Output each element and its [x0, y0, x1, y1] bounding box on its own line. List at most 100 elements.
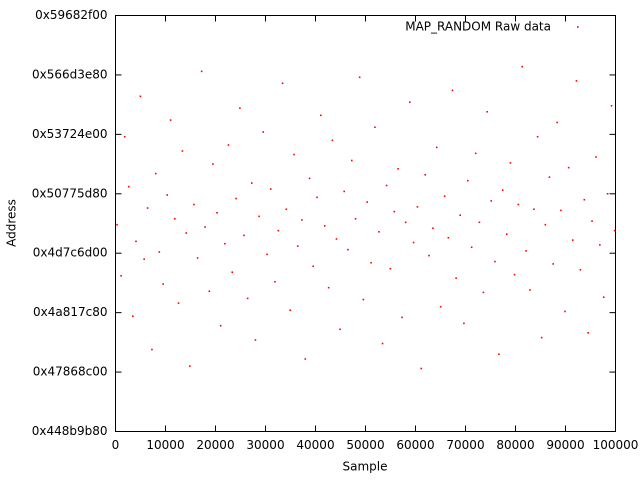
point [498, 353, 500, 356]
y-tick-label: 0x47868c00 [33, 365, 108, 379]
point [564, 310, 566, 313]
point [219, 324, 222, 327]
point [439, 305, 442, 308]
point [370, 261, 372, 264]
point [189, 365, 191, 367]
point [540, 336, 543, 339]
point [482, 291, 485, 294]
point [385, 184, 388, 187]
point [304, 358, 307, 360]
point [378, 231, 380, 233]
legend-marker [577, 26, 579, 28]
point [579, 269, 582, 271]
x-tick-label: 70000 [446, 438, 484, 452]
point [428, 254, 430, 257]
point [154, 172, 157, 175]
point [409, 101, 411, 104]
x-axis-label: Sample [343, 460, 388, 474]
point [139, 95, 142, 98]
point [443, 195, 446, 197]
point [274, 280, 276, 283]
point [424, 173, 426, 176]
point [358, 76, 361, 79]
point [486, 110, 488, 113]
point [521, 65, 523, 68]
point [246, 297, 249, 300]
point [239, 107, 241, 110]
point [610, 105, 613, 107]
point [116, 223, 118, 226]
point [490, 200, 492, 202]
point [602, 296, 605, 298]
point [185, 232, 188, 234]
point [362, 298, 365, 301]
point [120, 274, 122, 277]
point [599, 244, 601, 246]
point [455, 277, 457, 279]
point [235, 197, 237, 200]
point [269, 188, 272, 190]
x-tick-label: 10000 [146, 438, 184, 452]
point [169, 119, 172, 121]
point [231, 271, 234, 274]
x-tick-label: 100000 [593, 438, 639, 452]
point [552, 263, 554, 265]
point [501, 189, 504, 192]
point [127, 185, 130, 188]
point [404, 221, 407, 224]
point [316, 196, 318, 199]
point [366, 201, 368, 203]
point [606, 192, 609, 195]
point [432, 227, 434, 230]
point [146, 207, 149, 209]
point [258, 215, 260, 218]
y-tick-label: 0x50775d80 [32, 186, 108, 200]
point [591, 220, 593, 222]
point [583, 198, 586, 201]
point [301, 219, 303, 221]
y-tick-label: 0x53724e00 [32, 127, 108, 141]
point [517, 203, 520, 206]
point [470, 246, 473, 249]
point [181, 150, 184, 152]
y-tick-label: 0x448b9b80 [32, 424, 108, 438]
point [393, 210, 396, 213]
point [412, 241, 415, 244]
point [174, 217, 176, 220]
point [224, 242, 226, 245]
point [208, 290, 211, 293]
point [548, 176, 551, 178]
point [587, 332, 589, 334]
point [331, 139, 334, 142]
point [474, 152, 477, 155]
point [343, 190, 345, 193]
x-tick-label: 30000 [246, 438, 284, 452]
point [151, 348, 153, 351]
point [560, 209, 562, 212]
point [374, 126, 376, 129]
point [401, 316, 403, 319]
point [533, 208, 535, 211]
point [567, 166, 570, 169]
point [420, 367, 423, 370]
point [262, 131, 264, 133]
point [266, 253, 268, 256]
point [158, 251, 161, 253]
point [335, 238, 338, 240]
point [354, 217, 357, 220]
point [416, 206, 419, 208]
point [494, 260, 496, 263]
point [529, 289, 531, 291]
point [251, 182, 253, 184]
point [556, 121, 558, 124]
point [289, 309, 291, 312]
point [320, 114, 322, 117]
point [227, 144, 230, 146]
point [132, 315, 134, 318]
point [381, 342, 384, 345]
point [575, 80, 578, 82]
point [525, 250, 527, 252]
point [143, 258, 145, 260]
